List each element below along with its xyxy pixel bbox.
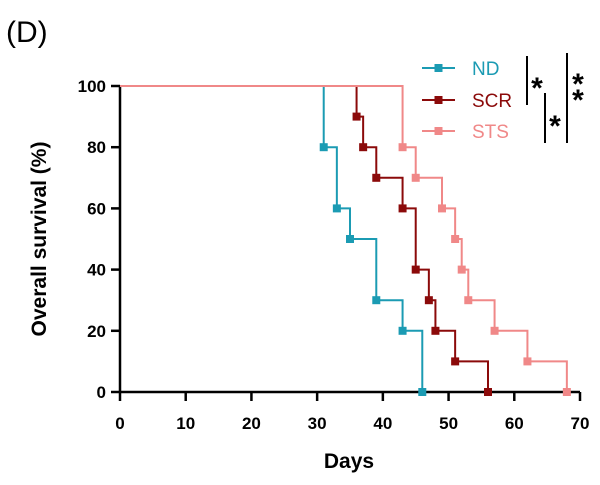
censor-marker bbox=[451, 357, 460, 366]
censor-marker bbox=[411, 173, 420, 182]
censor-marker bbox=[438, 204, 446, 213]
series-sts bbox=[120, 85, 571, 396]
x-tick-label: 30 bbox=[308, 414, 327, 433]
x-tick-label: 40 bbox=[373, 414, 392, 433]
censor-marker bbox=[484, 388, 492, 396]
x-tick-label: 60 bbox=[505, 414, 524, 433]
censor-marker bbox=[490, 326, 499, 335]
y-tick-label: 80 bbox=[87, 138, 106, 157]
legend-item-nd: ND bbox=[422, 59, 499, 80]
censor-marker bbox=[418, 388, 427, 396]
y-tick-label: 100 bbox=[78, 77, 106, 96]
legend-label: ND bbox=[472, 59, 499, 80]
significance-label: * bbox=[531, 72, 543, 105]
legend: ND SCR STS bbox=[422, 59, 512, 143]
y-tick-label: 40 bbox=[87, 261, 106, 280]
x-tick-label: 50 bbox=[439, 414, 458, 433]
significance-brackets: **** bbox=[526, 53, 584, 143]
censor-marker bbox=[398, 143, 407, 152]
censor-marker bbox=[411, 265, 420, 274]
censor-marker bbox=[372, 173, 381, 182]
y-axis-label: Overall survival (%) bbox=[28, 142, 51, 337]
legend-marker bbox=[434, 64, 443, 72]
series-scr bbox=[120, 85, 492, 396]
legend-marker bbox=[434, 127, 443, 135]
censor-marker bbox=[398, 326, 407, 335]
censor-marker bbox=[359, 143, 368, 152]
x-tick-label: 0 bbox=[115, 414, 124, 433]
legend-item-scr: SCR bbox=[422, 91, 512, 112]
survival-curve-nd bbox=[120, 85, 424, 392]
y-tick-label: 0 bbox=[97, 383, 106, 402]
censor-marker bbox=[451, 235, 460, 243]
series-nd bbox=[120, 85, 427, 396]
axes: 0 10 20 30 40 50 60 70 0 20 40 60 80 100 bbox=[78, 77, 590, 433]
censor-marker bbox=[431, 326, 440, 335]
legend-label: SCR bbox=[472, 91, 512, 112]
censor-marker bbox=[372, 296, 381, 305]
x-tick-label: 10 bbox=[176, 414, 195, 433]
significance-label: ** bbox=[572, 68, 584, 117]
censor-marker bbox=[346, 235, 354, 243]
panel-label: (D) bbox=[6, 16, 48, 49]
censor-marker bbox=[457, 265, 466, 274]
y-tick-label: 60 bbox=[87, 199, 106, 218]
survival-curve-sts bbox=[120, 85, 568, 392]
censor-marker bbox=[562, 388, 571, 396]
legend-item-sts: STS bbox=[422, 122, 509, 143]
significance-label: * bbox=[549, 110, 561, 143]
series-group bbox=[120, 85, 571, 396]
censor-marker bbox=[352, 112, 361, 121]
censor-marker bbox=[464, 296, 473, 305]
survival-curve-scr bbox=[120, 85, 489, 392]
censor-marker bbox=[523, 357, 532, 366]
x-axis-label: Days bbox=[324, 450, 374, 473]
legend-label: STS bbox=[472, 122, 509, 143]
y-tick-label: 20 bbox=[87, 322, 106, 341]
x-tick-label: 70 bbox=[571, 414, 590, 433]
censor-marker bbox=[424, 296, 433, 305]
x-tick-label: 20 bbox=[242, 414, 261, 433]
censor-marker bbox=[398, 204, 407, 213]
legend-marker bbox=[434, 96, 443, 104]
censor-marker bbox=[319, 143, 328, 152]
censor-marker bbox=[332, 204, 341, 213]
